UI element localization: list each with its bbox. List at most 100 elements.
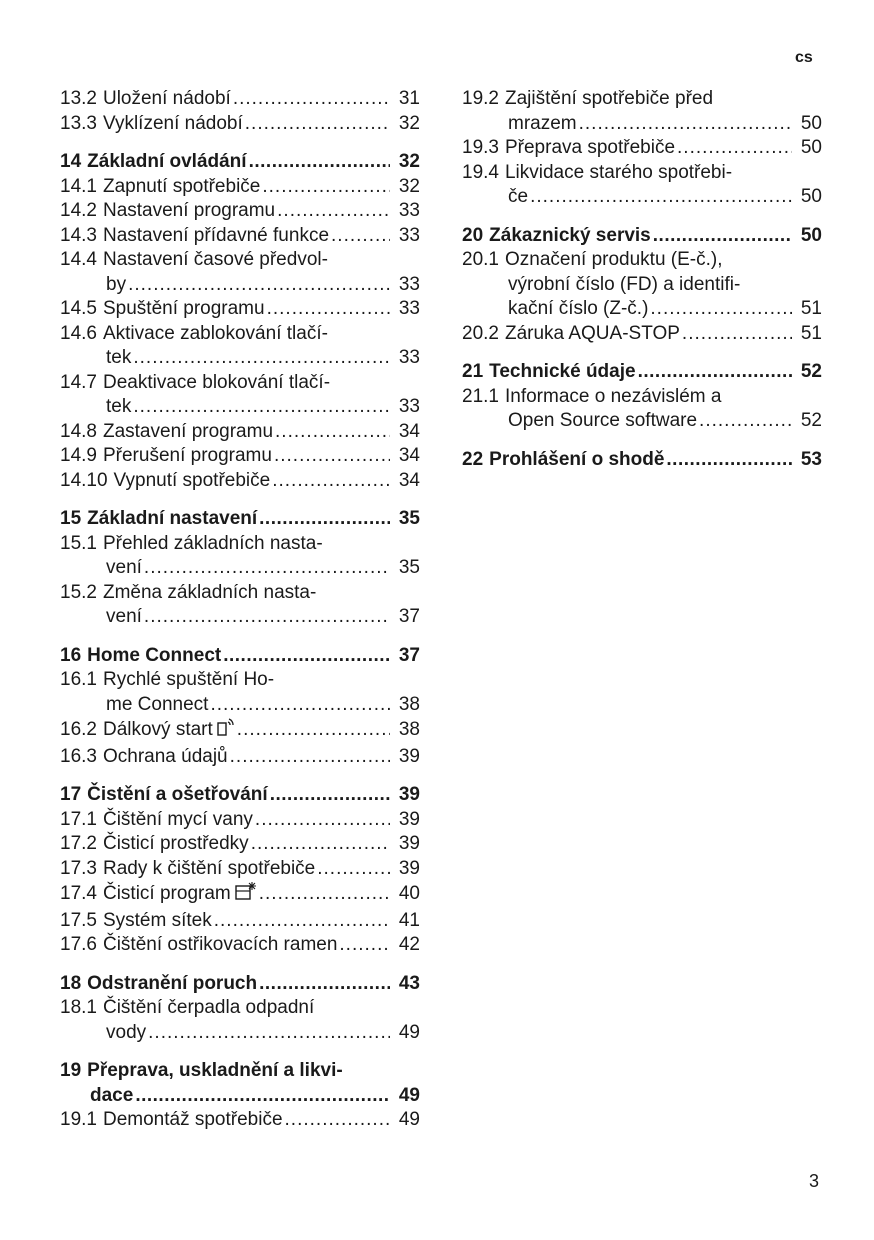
toc-line: 15.2 Změna základních nasta- [60, 581, 420, 606]
toc-text: by [106, 273, 126, 298]
toc-entry[interactable]: 20.1 Označení produktu (E-č.), výrobní čís… [462, 248, 822, 322]
toc-title: Technické údaje [489, 361, 636, 382]
toc-number: 16 [60, 644, 82, 666]
toc-title: Záruka AQUA-STOP [504, 322, 680, 344]
toc-number: 17.3 [60, 857, 97, 879]
dot-leader [270, 783, 390, 808]
toc-title: Čištění čerpadla odpadní [102, 997, 315, 1018]
toc-text: 20.2 Záruka AQUA-STOP [462, 322, 680, 347]
toc-title: Informace o nezávislém a [504, 385, 722, 407]
toc-title: mrazem [508, 112, 577, 134]
dot-leader [223, 644, 390, 669]
toc-text: 15.1 Přehled základních nasta- [60, 533, 323, 554]
toc-title: me Connect [106, 693, 209, 715]
toc-page-number: 35 [398, 508, 420, 529]
toc-number: 22 [462, 448, 484, 470]
toc-text: 14.9 Přerušení programu [60, 444, 272, 469]
dot-leader [259, 882, 390, 907]
toc-line: 14.6 Aktivace zablokování tlačí- [60, 322, 420, 347]
toc-page-number: 39 [398, 857, 420, 879]
toc-text: 14.2 Nastavení programu [60, 199, 275, 224]
toc-title: Aktivace zablokování tlačí- [102, 322, 328, 344]
toc-number: 20 [462, 224, 484, 246]
language-code: cs [795, 49, 813, 66]
toc-line: če 50 [462, 185, 822, 210]
toc-number: 14 [60, 151, 82, 172]
toc-title: Vyklízení nádobí [102, 112, 243, 134]
toc-number: 15.1 [60, 532, 97, 554]
toc-title: Nastavení programu [102, 200, 276, 221]
toc-title: Rady k čištění spotřebiče [102, 857, 316, 879]
toc-number: 18.1 [60, 997, 97, 1018]
dot-leader [230, 745, 390, 770]
toc-page-number: 37 [398, 606, 420, 627]
dot-leader [699, 409, 792, 434]
toc-number: 14.2 [60, 200, 97, 221]
dot-leader [285, 1108, 390, 1133]
toc-line: kační číslo (Z-č.) 51 [462, 297, 822, 322]
toc-number: 14.6 [60, 322, 97, 344]
toc-text: kační číslo (Z-č.) [508, 297, 648, 322]
toc-page-number: 34 [398, 469, 420, 491]
toc-title: Likvidace starého spotřebi- [504, 161, 733, 183]
toc-page-number: 50 [800, 186, 822, 207]
toc-page-number: 33 [398, 396, 420, 417]
toc-page-number: 42 [398, 934, 420, 955]
toc-line: tek 33 [60, 346, 420, 371]
toc-number: 15 [60, 508, 82, 529]
toc-page-number: 38 [398, 719, 420, 740]
dot-leader [255, 808, 390, 833]
toc-page-number: 49 [398, 1109, 420, 1130]
toc-entry[interactable]: 21.1 Informace o nezávislém a Open Source … [462, 385, 822, 434]
toc-title: Systém sítek [102, 909, 212, 931]
toc-title: Čištění mycí vany [102, 808, 253, 830]
dot-leader [650, 297, 792, 322]
dot-leader [682, 322, 792, 347]
toc-text: 14.10 Vypnutí spotřebiče [60, 469, 270, 494]
toc-line: 15.1 Přehled základních nasta- [60, 532, 420, 557]
toc-text: 14.1 Zapnutí spotřebiče [60, 175, 260, 200]
toc-title: by [106, 273, 127, 295]
